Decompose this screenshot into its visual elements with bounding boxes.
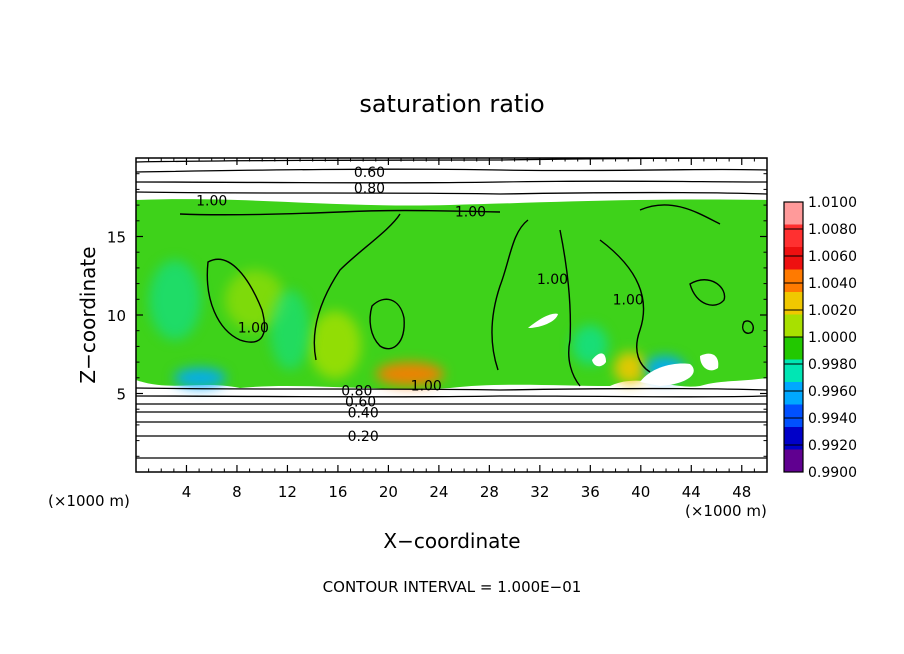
colorbar-swatch <box>784 337 803 360</box>
colorbar-swatch <box>784 269 803 293</box>
colorbar-label: 1.0060 <box>808 249 857 265</box>
contour-label: 0.80 <box>341 383 372 399</box>
colorbar-label: 0.9900 <box>808 465 857 481</box>
clear-hole-1 <box>528 313 558 328</box>
colorbar-swatch <box>784 202 803 225</box>
colorbar-label: 1.0080 <box>808 222 857 238</box>
x-tick-label: 8 <box>232 483 242 501</box>
colorbar-label: 1.0100 <box>808 195 857 211</box>
x-tick-label: 20 <box>379 483 398 501</box>
chart-title: saturation ratio <box>359 90 544 118</box>
plot-area <box>136 158 767 472</box>
colorbar-swatch <box>784 449 803 473</box>
y-tick-label: 5 <box>116 386 126 404</box>
x-tick-label: 36 <box>581 483 600 501</box>
x-tick-label: 40 <box>631 483 650 501</box>
y-axis-label: Z−coordinate <box>76 246 100 383</box>
colorbar-swatch <box>784 382 803 405</box>
y-tick-label: 10 <box>107 307 126 325</box>
contour-label: 1.00 <box>238 321 269 337</box>
y-axis: 5 10 15 <box>107 173 767 457</box>
x-axis: 4 8 12 16 20 24 28 32 36 40 44 48 <box>148 158 755 501</box>
contour-label: 1.00 <box>613 292 644 308</box>
y-tick-label: 15 <box>107 229 126 247</box>
colorbar-label: 0.9940 <box>808 411 857 427</box>
x-tick-label: 44 <box>682 483 701 501</box>
clear-hole-4 <box>700 353 719 371</box>
warm-patches <box>225 270 646 386</box>
x-tick-label: 48 <box>732 483 751 501</box>
colorbar-swatch <box>784 359 803 383</box>
x-tick-label: 12 <box>278 483 297 501</box>
contour-lines-100 <box>179 204 754 387</box>
x-unit-right: (×1000 m) <box>685 502 767 520</box>
x-tick-label: 28 <box>480 483 499 501</box>
contour-lines-upper <box>136 158 767 195</box>
contour-label: 0.60 <box>354 165 385 181</box>
contour-label: 0.40 <box>348 405 379 421</box>
contour-label: 0.60 <box>345 394 376 410</box>
x-tick-label: 32 <box>530 483 549 501</box>
colorbar-swatch <box>784 247 803 270</box>
x-unit-left: (×1000 m) <box>48 492 130 510</box>
contour-label: 1.00 <box>455 204 486 220</box>
colorbar-label: 0.9920 <box>808 438 857 454</box>
x-tick-label: 4 <box>182 483 192 501</box>
colorbar-label: 1.0040 <box>808 276 857 292</box>
contour-label: 1.00 <box>411 379 442 395</box>
contour-label: 1.00 <box>196 193 227 209</box>
x-tick-label: 16 <box>328 483 347 501</box>
colorbar-swatch <box>784 427 803 450</box>
contour-label: 1.00 <box>537 272 568 288</box>
colorbar-swatch <box>784 404 803 428</box>
contour-interval-note: CONTOUR INTERVAL = 1.000E−01 <box>323 578 582 596</box>
colorbar-swatch <box>784 292 803 315</box>
colorbar-label: 0.9980 <box>808 357 857 373</box>
contour-lines-lower <box>136 387 767 459</box>
x-axis-label: X−coordinate <box>383 529 520 553</box>
clear-hole-3 <box>640 363 694 386</box>
colorbar-label: 1.0020 <box>808 303 857 319</box>
contour-label: 0.20 <box>348 429 379 445</box>
contour-labels: 0.600.801.001.001.001.001.001.000.800.60… <box>196 165 644 445</box>
clear-hole-2 <box>592 353 606 367</box>
colorbar-label: 1.0000 <box>808 330 857 346</box>
colorbar-swatch <box>784 224 803 248</box>
colorbar-swatch <box>784 314 803 338</box>
colorbar: 1.0100 1.0080 1.0060 1.0040 1.0020 1.0000 0.99… <box>783 195 857 481</box>
colorbar-label: 0.9960 <box>808 384 857 400</box>
contour-label: 0.80 <box>354 181 385 197</box>
x-tick-label: 24 <box>429 483 448 501</box>
